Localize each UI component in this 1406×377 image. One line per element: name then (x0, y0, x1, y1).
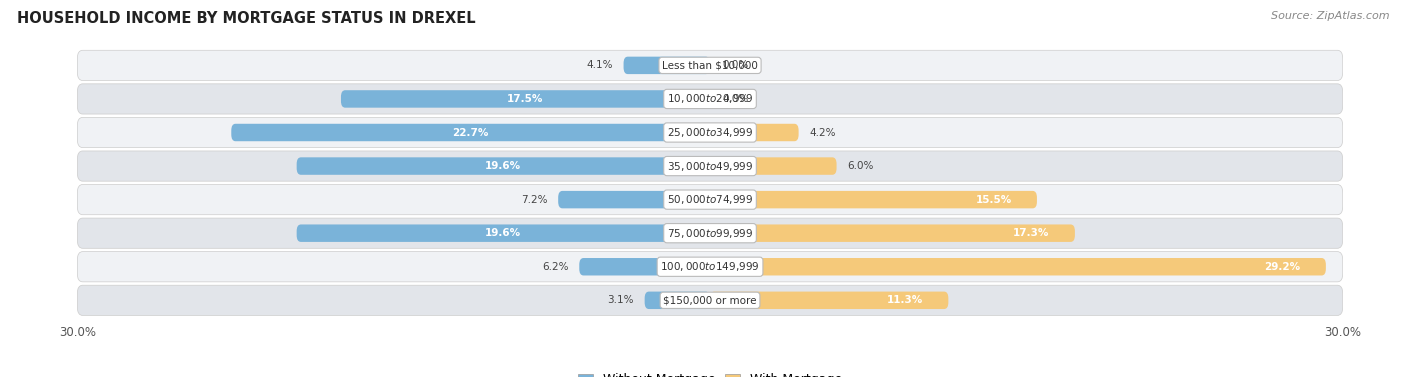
FancyBboxPatch shape (77, 184, 1343, 215)
FancyBboxPatch shape (558, 191, 710, 208)
Text: 3.1%: 3.1% (607, 295, 634, 305)
Text: Source: ZipAtlas.com: Source: ZipAtlas.com (1271, 11, 1389, 21)
Text: $10,000 to $24,999: $10,000 to $24,999 (666, 92, 754, 106)
Text: Less than $10,000: Less than $10,000 (662, 60, 758, 70)
FancyBboxPatch shape (77, 218, 1343, 248)
Text: 0.0%: 0.0% (723, 94, 749, 104)
Text: $100,000 to $149,999: $100,000 to $149,999 (661, 260, 759, 273)
FancyBboxPatch shape (77, 151, 1343, 181)
FancyBboxPatch shape (624, 57, 710, 74)
Text: 0.0%: 0.0% (723, 60, 749, 70)
FancyBboxPatch shape (232, 124, 710, 141)
Text: 11.3%: 11.3% (887, 295, 924, 305)
Text: 22.7%: 22.7% (453, 127, 489, 138)
FancyBboxPatch shape (710, 224, 1076, 242)
FancyBboxPatch shape (579, 258, 710, 276)
Text: HOUSEHOLD INCOME BY MORTGAGE STATUS IN DREXEL: HOUSEHOLD INCOME BY MORTGAGE STATUS IN D… (17, 11, 475, 26)
FancyBboxPatch shape (710, 291, 949, 309)
Text: 15.5%: 15.5% (976, 195, 1012, 205)
FancyBboxPatch shape (297, 224, 710, 242)
FancyBboxPatch shape (710, 258, 1326, 276)
FancyBboxPatch shape (710, 157, 837, 175)
Text: 4.1%: 4.1% (586, 60, 613, 70)
FancyBboxPatch shape (710, 191, 1038, 208)
Text: 6.2%: 6.2% (543, 262, 569, 272)
Text: $35,000 to $49,999: $35,000 to $49,999 (666, 159, 754, 173)
FancyBboxPatch shape (297, 157, 710, 175)
Text: 17.3%: 17.3% (1014, 228, 1050, 238)
Text: 7.2%: 7.2% (522, 195, 548, 205)
Text: 17.5%: 17.5% (508, 94, 544, 104)
FancyBboxPatch shape (645, 291, 710, 309)
Text: 19.6%: 19.6% (485, 161, 522, 171)
FancyBboxPatch shape (77, 84, 1343, 114)
FancyBboxPatch shape (710, 124, 799, 141)
FancyBboxPatch shape (77, 50, 1343, 80)
FancyBboxPatch shape (77, 252, 1343, 282)
Text: $75,000 to $99,999: $75,000 to $99,999 (666, 227, 754, 240)
Text: 6.0%: 6.0% (848, 161, 873, 171)
Legend: Without Mortgage, With Mortgage: Without Mortgage, With Mortgage (572, 368, 848, 377)
Text: $150,000 or more: $150,000 or more (664, 295, 756, 305)
FancyBboxPatch shape (342, 90, 710, 108)
Text: $50,000 to $74,999: $50,000 to $74,999 (666, 193, 754, 206)
Text: $25,000 to $34,999: $25,000 to $34,999 (666, 126, 754, 139)
FancyBboxPatch shape (77, 117, 1343, 148)
FancyBboxPatch shape (77, 285, 1343, 316)
Text: 19.6%: 19.6% (485, 228, 522, 238)
Text: 29.2%: 29.2% (1264, 262, 1301, 272)
Text: 4.2%: 4.2% (810, 127, 835, 138)
